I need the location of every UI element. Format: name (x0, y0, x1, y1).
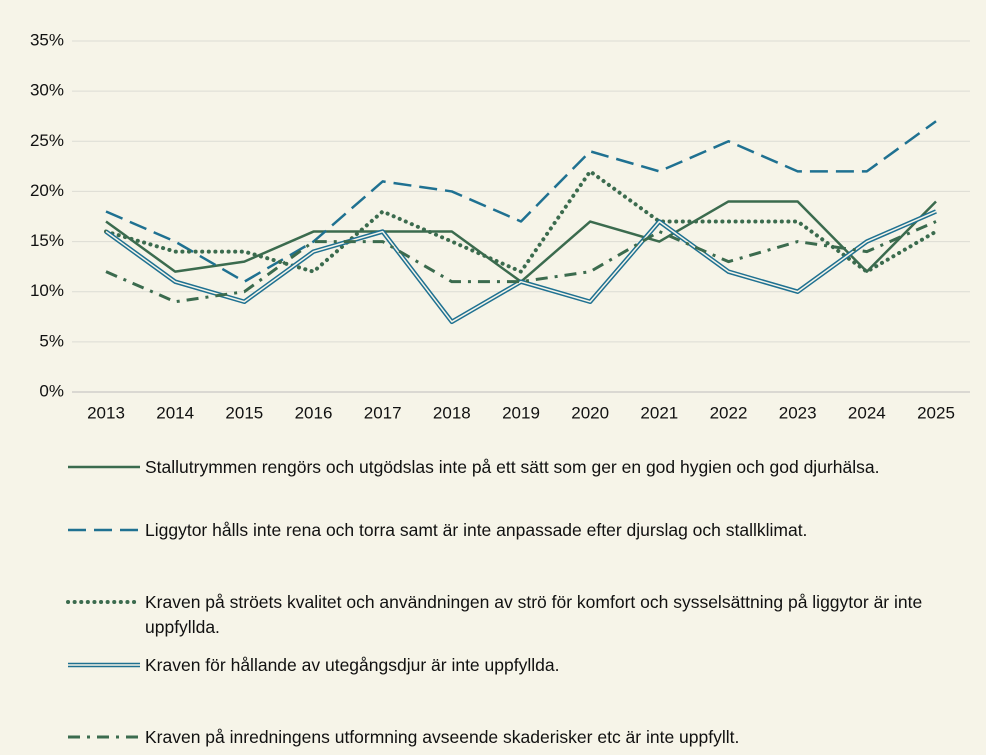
series-line (104, 209, 937, 325)
x-tick-label: 2016 (295, 403, 333, 422)
x-tick-label: 2019 (502, 403, 540, 422)
series-line-inner (105, 210, 937, 323)
x-tick-label: 2020 (571, 403, 609, 422)
series-line (105, 220, 937, 304)
legend-label: Stallutrymmen rengörs och utgödslas inte… (145, 457, 880, 477)
y-tick-label: 35% (30, 30, 64, 49)
x-tick-label: 2021 (640, 403, 678, 422)
x-tick-label: 2024 (848, 403, 886, 422)
legend-label: Liggytor hålls inte rena och torra samt … (145, 520, 808, 540)
y-tick-label: 25% (30, 131, 64, 150)
y-tick-label: 10% (30, 281, 64, 300)
x-tick-label: 2015 (225, 403, 263, 422)
y-tick-label: 0% (39, 381, 64, 400)
y-tick-label: 15% (30, 231, 64, 250)
y-tick-label: 5% (39, 331, 64, 350)
x-tick-label: 2014 (156, 403, 194, 422)
x-tick-label: 2013 (87, 403, 125, 422)
series-line (104, 169, 938, 274)
y-tick-label: 20% (30, 181, 64, 200)
x-tick-label: 2023 (779, 403, 817, 422)
x-tick-label: 2017 (364, 403, 402, 422)
series-line (105, 120, 937, 283)
x-tick-label: 2022 (710, 403, 748, 422)
x-tick-label: 2025 (917, 403, 955, 422)
x-tick-label: 2018 (433, 403, 471, 422)
legend-label: Kraven för hållande av utegångsdjur är i… (145, 655, 560, 675)
y-tick-label: 30% (30, 81, 64, 100)
legend-label: Kraven på inredningens utformning avseen… (145, 727, 740, 747)
legend-label: Kraven på ströets kvalitet och användnin… (145, 592, 923, 637)
